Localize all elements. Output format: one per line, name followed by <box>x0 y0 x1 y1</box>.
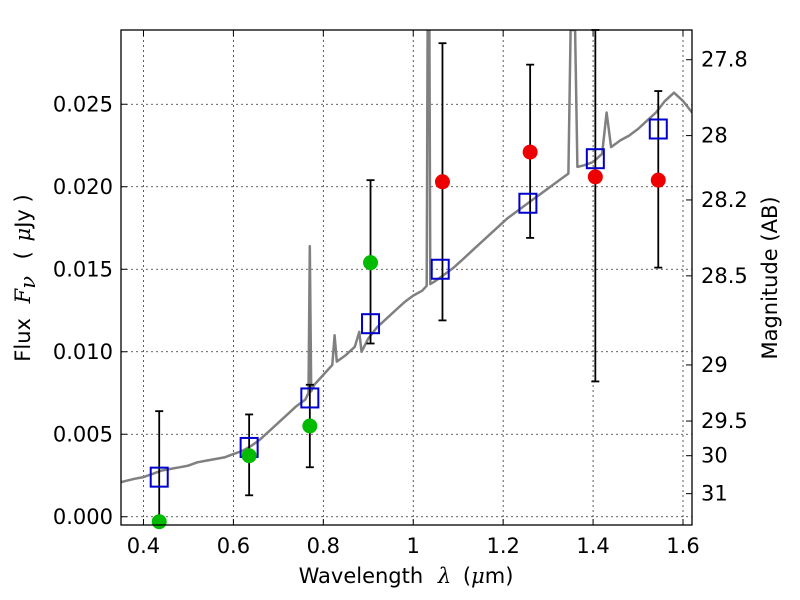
x-axis-label-prefix: Wavelength <box>299 564 424 588</box>
x-tick-label-3: 1 <box>407 534 420 558</box>
mag-tick-label-7: 31 <box>701 482 728 506</box>
x-tick-label-5: 1.4 <box>576 534 609 558</box>
x-tick-label-4: 1.2 <box>486 534 519 558</box>
mag-tick-label-6: 30 <box>701 444 728 468</box>
x-axis-label: Wavelength λ (μm) <box>299 564 514 588</box>
model-square-0 <box>149 466 169 488</box>
model-square-3 <box>361 313 381 335</box>
observed-point-2 <box>302 418 318 434</box>
y-axis-label-symbol: F <box>11 287 35 304</box>
spectrum-line <box>121 30 692 484</box>
x-axis-label-unit-mu: μ <box>471 564 485 588</box>
x-tick-label-0: 0.4 <box>127 534 160 558</box>
model-square-4 <box>430 258 450 280</box>
model-square-6 <box>585 148 605 170</box>
error-bar-0 <box>155 410 164 518</box>
plot-frame <box>120 29 693 526</box>
y-tick-label-3: 0.015 <box>53 257 113 281</box>
y-axis-label-unit-rest: Jy ) <box>11 194 35 230</box>
observed-point-1 <box>241 448 257 464</box>
observed-point-5 <box>522 144 538 160</box>
y-tick-label-1: 0.005 <box>53 422 113 446</box>
observed-point-3 <box>363 255 379 271</box>
mag-tick-label-2: 28.2 <box>701 188 748 212</box>
frame-layer <box>120 29 693 526</box>
y-axis-right-label: Magnitude (AB) <box>758 196 782 359</box>
x-tick-label-6: 1.6 <box>666 534 699 558</box>
y-axis-label-subscript: ν <box>16 276 40 289</box>
mag-tick-label-4: 29 <box>701 353 728 377</box>
x-tick-label-1: 0.6 <box>217 534 250 558</box>
x-axis-label-unit-open: ( <box>463 564 471 588</box>
y-axis-label: Flux Fν ( μJy ) <box>11 194 40 361</box>
errorbar-layer <box>155 29 663 518</box>
point-layer <box>151 144 666 530</box>
model-square-5 <box>518 192 538 214</box>
mag-tick-label-5: 29.5 <box>701 409 748 433</box>
x-tick-label-2: 0.8 <box>307 534 340 558</box>
x-axis-label-symbol: λ <box>437 564 451 588</box>
y-axis-label-prefix: Flux <box>11 318 35 362</box>
mag-tick-label-0: 27.8 <box>701 48 748 72</box>
mag-tick-label-3: 28.5 <box>701 264 748 288</box>
observed-point-6 <box>587 169 603 185</box>
y-tick-label-4: 0.020 <box>53 175 113 199</box>
y-tick-label-5: 0.025 <box>53 92 113 116</box>
observed-point-0 <box>151 514 167 530</box>
observed-point-4 <box>434 174 450 190</box>
error-bar-6 <box>591 29 600 383</box>
y-tick-label-0: 0.000 <box>53 505 113 529</box>
x-axis-label-unit-rest: m) <box>485 564 514 588</box>
grid-layer <box>121 30 692 525</box>
y-axis-label-unit-mu: μ <box>11 228 35 242</box>
spectrum-layer <box>121 30 692 484</box>
tick-layer: 0.4 0.6 0.8 1 1.2 1.4 1.6 0.000 0.005 0.010 0.015 0… <box>53 30 748 558</box>
y-tick-label-2: 0.010 <box>53 340 113 364</box>
model-square-2 <box>300 387 320 409</box>
mag-tick-label-1: 28 <box>701 124 728 148</box>
y-axis-label-unit-open: ( <box>11 251 35 259</box>
observed-point-7 <box>650 172 666 188</box>
model-square-7 <box>648 118 668 140</box>
